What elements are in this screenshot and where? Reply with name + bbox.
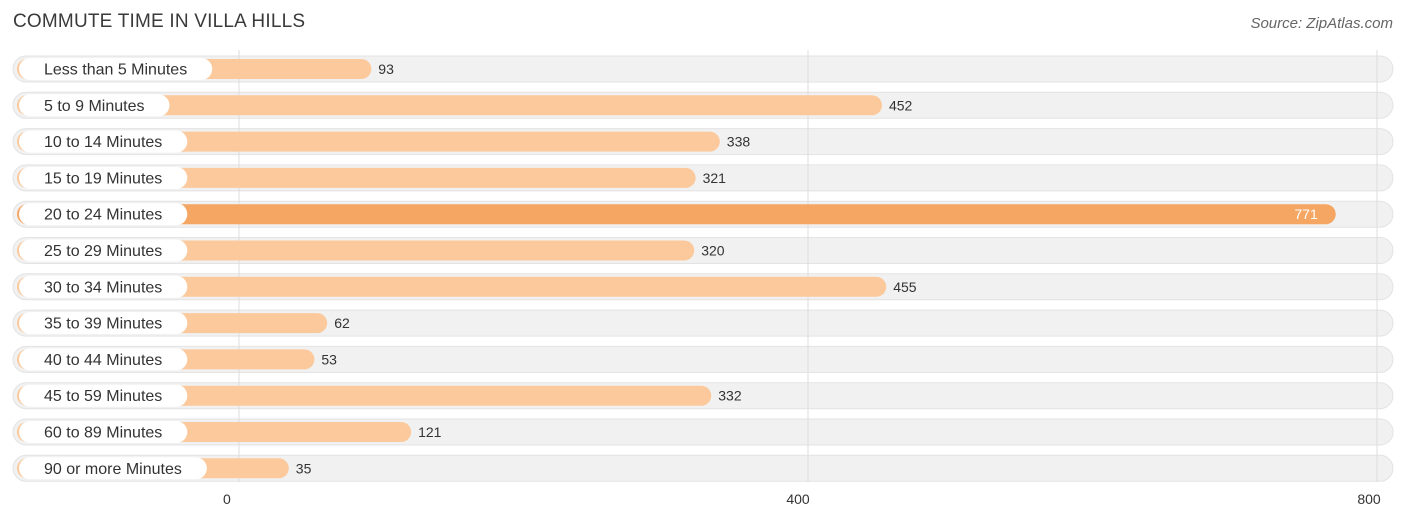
value-label: 321 xyxy=(703,170,727,186)
x-tick-label: 800 xyxy=(1357,491,1381,507)
bar-track xyxy=(12,454,1394,482)
x-tick-label: 400 xyxy=(786,491,810,507)
category-pill xyxy=(19,312,188,335)
category-pill xyxy=(19,130,188,153)
value-label: 452 xyxy=(889,97,913,113)
category-label: Less than 5 Minutes xyxy=(44,62,187,79)
bar-track xyxy=(12,309,1394,337)
bar xyxy=(17,385,712,406)
category-label: 15 to 19 Minutes xyxy=(44,170,162,187)
bar-track xyxy=(12,345,1394,373)
bar xyxy=(17,167,696,188)
bar xyxy=(17,95,882,116)
category-label: 40 to 44 Minutes xyxy=(44,352,162,369)
bar xyxy=(17,240,695,261)
value-label: 338 xyxy=(727,134,751,150)
value-label: 771 xyxy=(1294,206,1318,222)
category-pill xyxy=(19,58,213,80)
value-label: 62 xyxy=(334,315,350,331)
bar xyxy=(17,131,720,152)
category-label: 60 to 89 Minutes xyxy=(44,425,162,442)
category-label: 45 to 59 Minutes xyxy=(44,388,162,405)
category-label: 90 or more Minutes xyxy=(44,461,182,478)
chart-title: COMMUTE TIME IN VILLA HILLS xyxy=(13,11,306,32)
source-label: Source: ZipAtlas.com xyxy=(1250,15,1393,32)
category-pill xyxy=(19,421,188,443)
category-label: 5 to 9 Minutes xyxy=(44,98,145,115)
category-label: 20 to 24 Minutes xyxy=(44,207,162,224)
category-pill xyxy=(19,384,188,407)
value-label: 332 xyxy=(718,388,742,404)
category-pill xyxy=(19,94,170,117)
x-tick-label: 0 xyxy=(223,491,231,507)
category-pill xyxy=(19,166,188,189)
value-label: 455 xyxy=(893,279,917,295)
value-label: 93 xyxy=(378,61,394,77)
category-pill xyxy=(19,275,188,298)
bar xyxy=(17,276,887,297)
value-label: 320 xyxy=(701,243,725,259)
category-label: 25 to 29 Minutes xyxy=(44,243,162,260)
category-pill xyxy=(19,203,188,226)
category-label: 10 to 14 Minutes xyxy=(44,134,162,151)
bar xyxy=(17,204,1336,225)
value-label: 53 xyxy=(321,351,337,367)
value-label: 35 xyxy=(296,460,312,476)
category-label: 30 to 34 Minutes xyxy=(44,279,162,296)
category-pill xyxy=(19,457,207,480)
category-pill xyxy=(19,239,188,262)
category-pill xyxy=(19,348,188,371)
category-label: 35 to 39 Minutes xyxy=(44,316,162,333)
value-label: 121 xyxy=(418,424,442,440)
